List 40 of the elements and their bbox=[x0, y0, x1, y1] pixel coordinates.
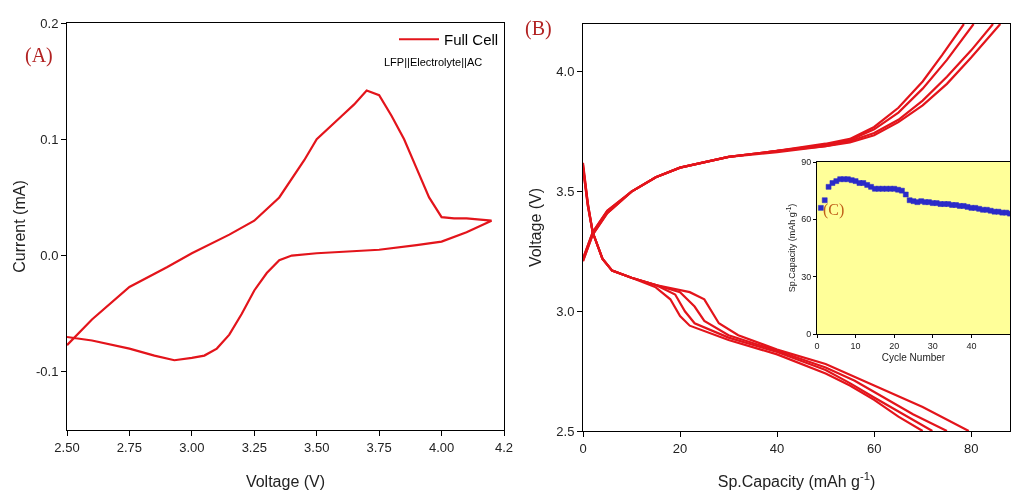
x-tick-label: 0 bbox=[579, 440, 587, 456]
annotation: (C) bbox=[823, 201, 845, 219]
y-axis-title: Voltage (V) bbox=[527, 187, 544, 268]
y-tick-label: 0.0 bbox=[40, 248, 59, 264]
x-tick-label: 10 bbox=[850, 340, 861, 351]
y-tick-label: 60 bbox=[801, 214, 812, 225]
y-tick-label: 2.5 bbox=[556, 423, 575, 439]
x-tick-label: 60 bbox=[866, 440, 882, 456]
x-axis-title: Cycle Number bbox=[881, 352, 946, 364]
x-tick-label: 0 bbox=[814, 340, 820, 351]
y-tick-label: 0 bbox=[806, 329, 812, 340]
y-tick-label: 4.0 bbox=[556, 64, 575, 80]
legend-label: Full Cell bbox=[444, 31, 499, 49]
text: (A) bbox=[25, 44, 53, 67]
x-tick-label: 2.75 bbox=[116, 439, 143, 455]
x-tick-label: 2.50 bbox=[54, 439, 80, 455]
x-tick-label: 3.75 bbox=[366, 439, 392, 455]
x-tick-label: 80 bbox=[963, 440, 979, 456]
y-tick-label: 90 bbox=[801, 157, 812, 168]
y-tick-label: 3.0 bbox=[556, 303, 575, 319]
x-tick-label: 30 bbox=[927, 340, 938, 351]
text: (B) bbox=[525, 17, 552, 40]
y-tick-label: -0.1 bbox=[35, 364, 59, 380]
x-tick-label: 4.00 bbox=[428, 439, 455, 455]
y-tick-label: 0.1 bbox=[40, 131, 59, 147]
x-tick-label: 3.50 bbox=[304, 439, 330, 455]
x-tick-label: 40 bbox=[769, 440, 785, 456]
x-tick-label: 3.25 bbox=[241, 439, 267, 455]
y-tick-label: 0.2 bbox=[40, 15, 59, 31]
x-tick-label: 4.2 bbox=[494, 439, 514, 455]
y-axis-title: Current (mA) bbox=[11, 180, 28, 273]
y-tick-label: 3.5 bbox=[556, 184, 575, 200]
x-tick-label: 40 bbox=[966, 340, 977, 351]
x-axis-title: Sp.Capacity (mAh g$^{-1}$) bbox=[717, 470, 876, 490]
x-tick-label: 20 bbox=[889, 340, 900, 351]
x-tick-label: 20 bbox=[672, 440, 688, 456]
annotation: LFP||Electrolyte||AC bbox=[384, 56, 483, 68]
x-axis-title: Voltage (V) bbox=[245, 473, 326, 490]
x-tick-label: 3.00 bbox=[179, 439, 205, 455]
y-tick-label: 30 bbox=[801, 271, 812, 282]
